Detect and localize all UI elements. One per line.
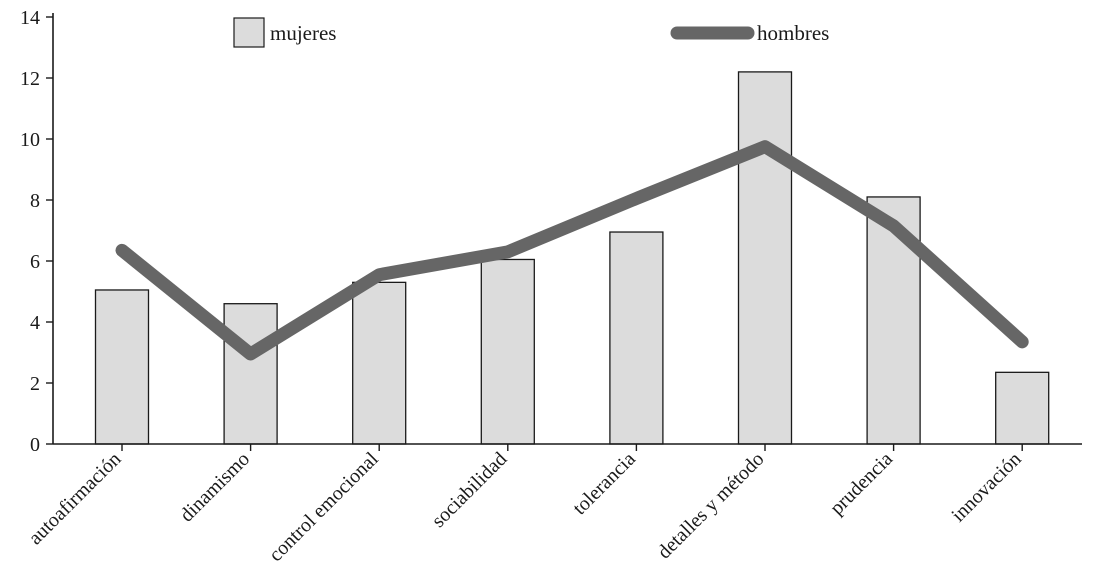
point-hombres-5 (764, 146, 766, 148)
point-hombres-6 (893, 225, 895, 227)
bars-layer (94, 71, 1050, 445)
bar-mujeres-1 (223, 303, 278, 445)
x-tick-label-2: control emocional (265, 448, 383, 566)
x-tick-label-0: autoafirmación (24, 448, 125, 549)
y-tick-label-5: 10 (20, 129, 40, 151)
y-tick-label-1: 2 (30, 373, 40, 395)
x-tick-label-4: tolerancia (569, 448, 640, 519)
axes-layer: 0 2 4 6 8 10 12 14 autoafirmación dinamismo contro… (20, 7, 1082, 566)
point-hombres-0 (121, 249, 123, 251)
legend-label-hombres: hombres (757, 21, 829, 45)
bar-mujeres-4 (609, 231, 664, 445)
legend-label-mujeres: mujeres (270, 21, 336, 45)
bar-mujeres-7 (995, 371, 1050, 445)
point-hombres-2 (378, 274, 380, 276)
bar-mujeres-0 (94, 289, 150, 445)
y-tick-label-3: 6 (30, 251, 40, 273)
legend-swatch-mujeres (233, 17, 265, 48)
bar-mujeres-5 (737, 71, 793, 445)
x-tick-label-6: prudencia (826, 448, 897, 519)
point-hombres-7 (1021, 341, 1023, 343)
y-tick-label-2: 4 (30, 312, 40, 334)
point-hombres-3 (507, 251, 509, 253)
y-tick-label-0: 0 (30, 434, 40, 456)
bar-mujeres-2 (352, 281, 407, 445)
x-tick-label-5: detalles y método (653, 448, 768, 563)
y-tick-label-7: 14 (20, 7, 40, 29)
point-hombres-1 (250, 353, 252, 355)
x-tick-label-7: innovación (947, 448, 1025, 526)
bar-mujeres-3 (480, 258, 535, 445)
x-tick-label-3: sociabilidad (427, 448, 511, 532)
series-line-hombres (115, 140, 1029, 361)
y-tick-label-4: 8 (30, 190, 40, 212)
x-tick-label-1: dinamismo (176, 448, 254, 526)
line-layer (115, 140, 1029, 361)
legend: mujeres hombres (233, 17, 829, 48)
point-hombres-4 (635, 197, 637, 199)
y-tick-label-6: 12 (20, 68, 40, 90)
